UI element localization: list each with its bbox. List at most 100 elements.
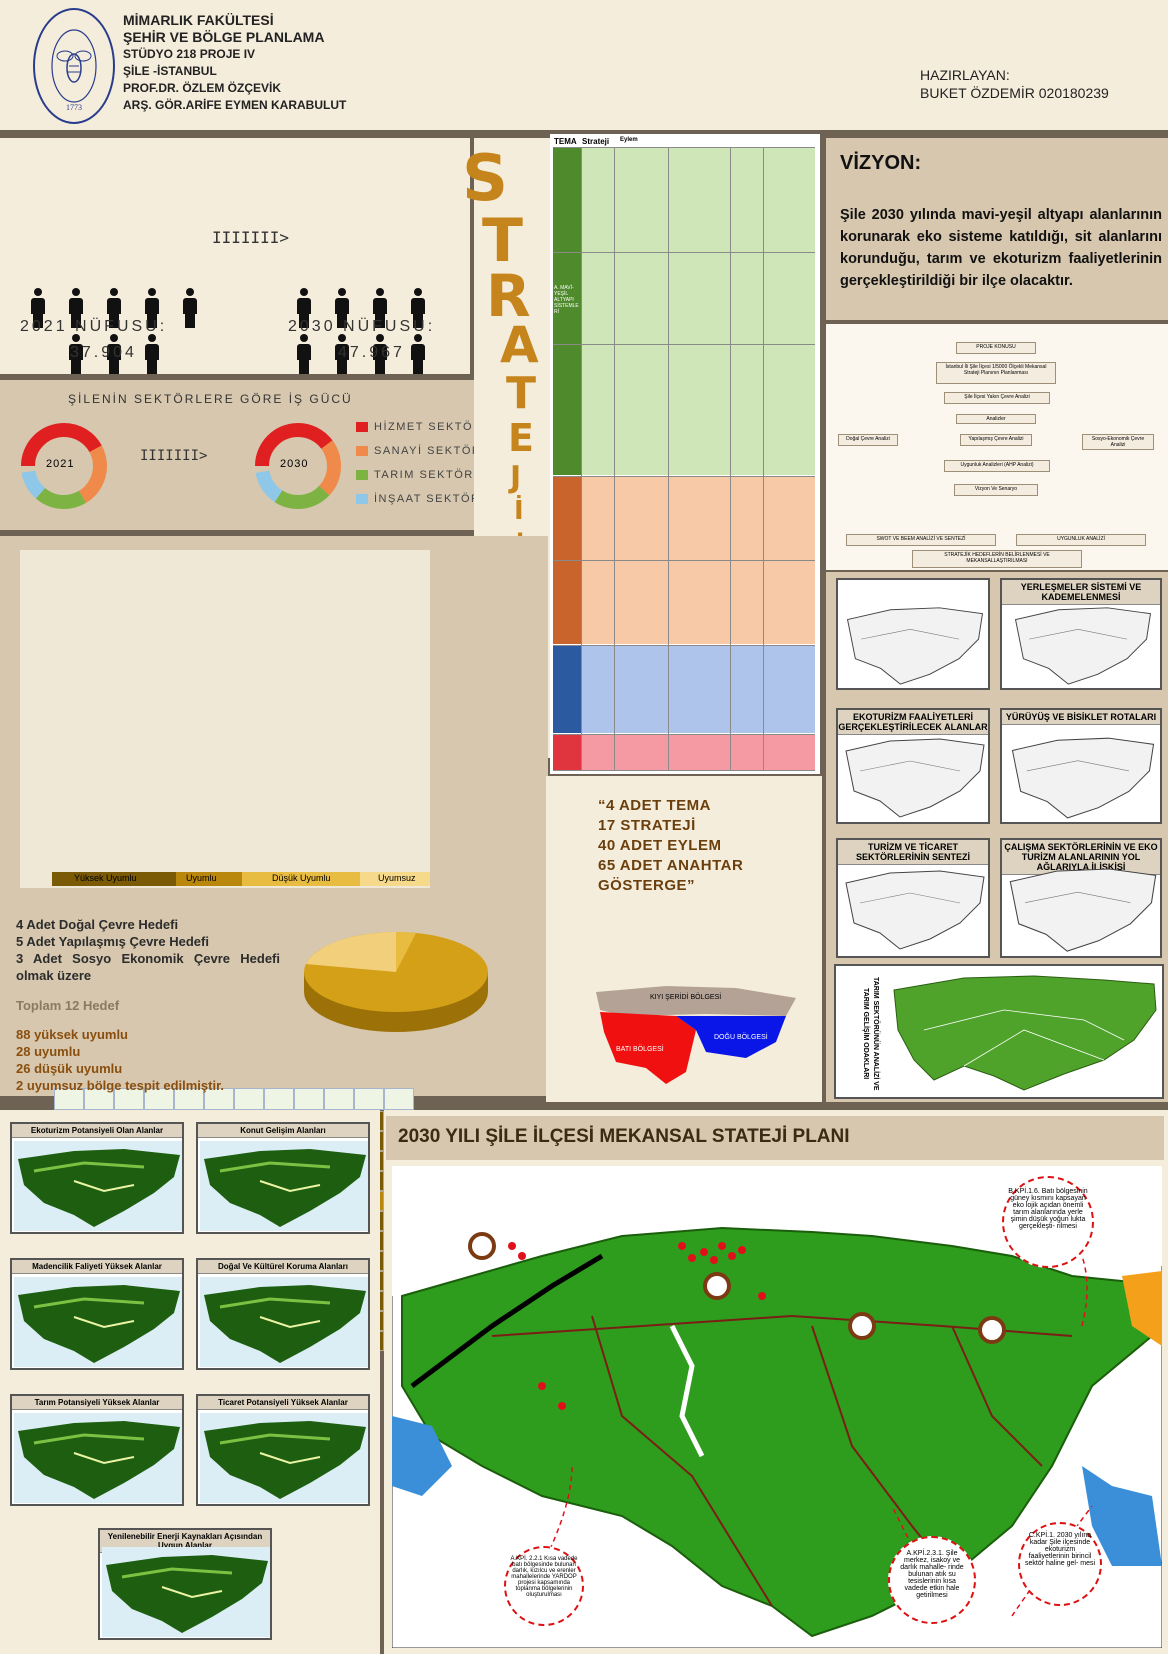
suitability-map: Doğal Ve Kültürel Koruma Alanları	[196, 1258, 370, 1370]
suitability-map-title: Madencilik Faliyeti Yüksek Alanlar	[12, 1260, 182, 1274]
stratejiler-letter: T	[482, 206, 523, 276]
small-map-title: ÇALIŞMA SEKTÖRLERİNİN VE EKO TURİZM ALAN…	[1002, 840, 1160, 875]
population-2030-label: 2030 NÜFUSU:	[288, 318, 436, 335]
workforce-arrow: IIIIIII>	[140, 448, 208, 464]
donut-2021-label: 2021	[46, 458, 75, 470]
flowchart-panel: PROJE KONUSU İstanbul İli Şile İlçesi 1/5…	[826, 324, 1168, 570]
legend-uyumsuz: Uyumsuz	[378, 873, 416, 883]
population-2021-value: 37.904	[70, 344, 137, 361]
stat-uyumsuz: 2 uyumsuz bölge tespit edilmiştir.	[16, 1078, 225, 1093]
legend-tarim: TARIM SEKTÖRÜ	[356, 466, 483, 481]
legend-dusuk-uyumlu: Düşük Uyumlu	[272, 873, 331, 883]
table-header-eylem: Eylem	[620, 137, 638, 143]
suitability-map-title: Ticaret Potansiyeli Yüksek Alanlar	[198, 1396, 368, 1410]
summary-stats: 88 yüksek uyumlu 28 uyumlu 26 düşük uyum…	[16, 1026, 224, 1094]
main-plan-title: 2030 YILI ŞİLE İLÇESİ MEKANSAL STATEJİ P…	[398, 1126, 850, 1147]
suitability-map: Ekoturizm Potansiyeli Olan Alanlar	[10, 1122, 184, 1234]
theme-1-label: A. MAVİ-YEŞİL ALTYAPI SİSTEMLERİ	[554, 285, 579, 315]
flowchart-node: UYGUNLUK ANALİZİ	[1016, 534, 1146, 546]
matrix-legend: Yüksek Uyumlu Uyumlu Düşük Uyumlu Uyumsu…	[52, 872, 430, 886]
theme-band-blue	[553, 645, 815, 733]
theme-col-blue	[553, 645, 581, 733]
stratejiler-letter: A	[500, 316, 539, 374]
small-map-title: TURİZM VE TİCARET SEKTÖRLERİNİN SENTEZİ	[838, 840, 988, 865]
summary-line-2: 5 Adet Yapılaşmış Çevre Hedefi	[16, 934, 209, 949]
person-icon	[334, 334, 350, 374]
stat-yuksek: 88 yüksek uyumlu	[16, 1027, 128, 1042]
workforce-panel: ŞİLENİN SEKTÖRLERE GÖRE İŞ GÜCÜ 2021 III…	[0, 380, 540, 530]
stratejiler-letter: E	[508, 416, 534, 460]
table-header-strateji: Strateji	[582, 137, 610, 146]
donut-2030	[255, 423, 341, 509]
small-map-title: YERLEŞMELER SİSTEMİ VE KADEMELENMESİ	[1002, 580, 1160, 605]
main-plan-panel: 2030 YILI ŞİLE İLÇESİ MEKANSAL STATEJİ P…	[384, 1110, 1168, 1654]
studio-name: STÜDYO 218 PROJE IV	[123, 47, 256, 61]
suitability-map: Tarım Potansiyeli Yüksek Alanlar	[10, 1394, 184, 1506]
population-panel: IIIIIII> 2021 NÜFUSU: 37.904 2030 NÜFUSU…	[0, 138, 470, 420]
vision-title: VİZYON:	[840, 152, 922, 174]
stratejiler-letter: İ	[514, 496, 524, 526]
summary-line-3: 3 Adet Sosyo Ekonomik Çevre Hedefi olmak…	[16, 951, 280, 983]
count-anahtar: 65 ADET ANAHTAR	[598, 857, 744, 874]
tarim-analysis-map: TARIM SEKTÖRÜNÜN ANALİZİ VE TARIM GELİŞİ…	[834, 964, 1164, 1099]
flowchart-node: SWOT VE BEEM ANALİZİ VE SENTEZİ	[846, 534, 996, 546]
legend-yuksek-uyumlu: Yüksek Uyumlu	[74, 873, 137, 883]
person-icon	[106, 288, 122, 328]
person-icon	[410, 288, 426, 328]
person-icon	[144, 334, 160, 374]
swatch-insaat	[356, 493, 368, 504]
prepared-by-name: BUKET ÖZDEMİR 020180239	[920, 85, 1109, 101]
person-icon	[334, 288, 350, 328]
stratejiler-letter: R	[486, 262, 531, 330]
tarim-green-map	[893, 975, 1157, 1091]
summary-text: 4 Adet Doğal Çevre Hedefi 5 Adet Yapılaş…	[16, 916, 280, 984]
swatch-hizmet	[356, 421, 368, 432]
note-bottom-left: A.KPİ. 2.2.1 Kısa vadede batı bölgesinde…	[504, 1546, 584, 1626]
small-map: EKOTURİZM FAALİYETLERİ GERÇEKLEŞTİRİLECE…	[836, 708, 990, 824]
compatibility-pie	[304, 932, 488, 1032]
department-name: ŞEHİR VE BÖLGE PLANLAMA	[123, 29, 325, 45]
flowchart-node: Uygunluk Analizleri (AHP Analizi)	[944, 460, 1050, 472]
suitability-map: Ticaret Potansiyeli Yüksek Alanlar	[196, 1394, 370, 1506]
regions-map	[596, 986, 796, 1084]
person-icon	[372, 334, 388, 374]
count-gosterge: GÖSTERGE”	[598, 877, 696, 894]
flowchart-node: İstanbul İli Şile İlçesi 1/5000 Ölçekli …	[936, 362, 1056, 384]
theme-band-red	[553, 734, 815, 770]
count-strateji: 17 STRATEJİ	[598, 817, 696, 834]
table-header-tema: TEMA	[554, 137, 577, 146]
region-kiyi: KIYI ŞERİDİ BÖLGESİ	[650, 994, 722, 1001]
legend-hizmet: HİZMET SEKTÖRÜ	[356, 418, 492, 433]
population-2021-label: 2021 NÜFUSU:	[20, 318, 168, 335]
region-dogu: DOĞU BÖLGESİ	[714, 1034, 768, 1041]
population-arrow: IIIIIII>	[212, 228, 290, 247]
stat-dusuk: 26 düşük uyumlu	[16, 1061, 123, 1076]
theme-band-green	[553, 147, 815, 475]
legend-sanayi: SANAYİ SEKTÖRÜ	[356, 442, 491, 457]
vision-panel: VİZYON: Şile 2030 yılında mavi-yeşil alt…	[826, 138, 1168, 320]
stratejiler-letter: J	[510, 460, 522, 495]
theme-col-green	[553, 147, 581, 475]
small-map: YERLEŞMELER SİSTEMİ VE KADEMELENMESİ	[1000, 578, 1162, 690]
counts-text: “4 ADET TEMA 17 STRATEJİ 40 ADET EYLEM 6…	[598, 796, 743, 896]
bee-logo-icon	[51, 29, 97, 103]
suitability-map: Madencilik Faliyeti Yüksek Alanlar	[10, 1258, 184, 1370]
suitability-map: Yenilenebilir Enerji Kaynakları Açısında…	[98, 1528, 272, 1640]
theme-col-red	[553, 734, 581, 770]
suitability-map-title: Konut Gelişim Alanları	[198, 1124, 368, 1138]
region-bati: BATI BÖLGESİ	[616, 1046, 664, 1053]
flowchart-node: Analizler	[956, 414, 1036, 424]
small-map: ÇALIŞMA SEKTÖRLERİNİN VE EKO TURİZM ALAN…	[1000, 838, 1162, 958]
note-top-right: B.KPİ.1.6. Batı bölgesinin güney kısmını…	[1002, 1176, 1094, 1268]
main-plan-title-bar	[386, 1116, 1164, 1160]
advisor-2: ARŞ. GÖR.ARİFE EYMEN KARABULUT	[123, 98, 347, 112]
matrix-panel: Yüksek Uyumlu Uyumlu Düşük Uyumlu Uyumsu…	[0, 536, 548, 1351]
small-map-title: YÜRÜYÜŞ VE BİSİKLET ROTALARI	[1002, 710, 1160, 725]
summary-total: Toplam 12 Hedef	[16, 998, 120, 1013]
flowchart-node: Yapılaşmış Çevre Analizi	[960, 434, 1032, 446]
population-2030-value: 47.967	[338, 344, 405, 361]
matrix-frame	[20, 550, 430, 888]
small-map: TURİZM VE TİCARET SEKTÖRLERİNİN SENTEZİ	[836, 838, 990, 958]
swatch-sanayi	[356, 445, 368, 456]
stratejiler-letter: T	[506, 368, 537, 419]
